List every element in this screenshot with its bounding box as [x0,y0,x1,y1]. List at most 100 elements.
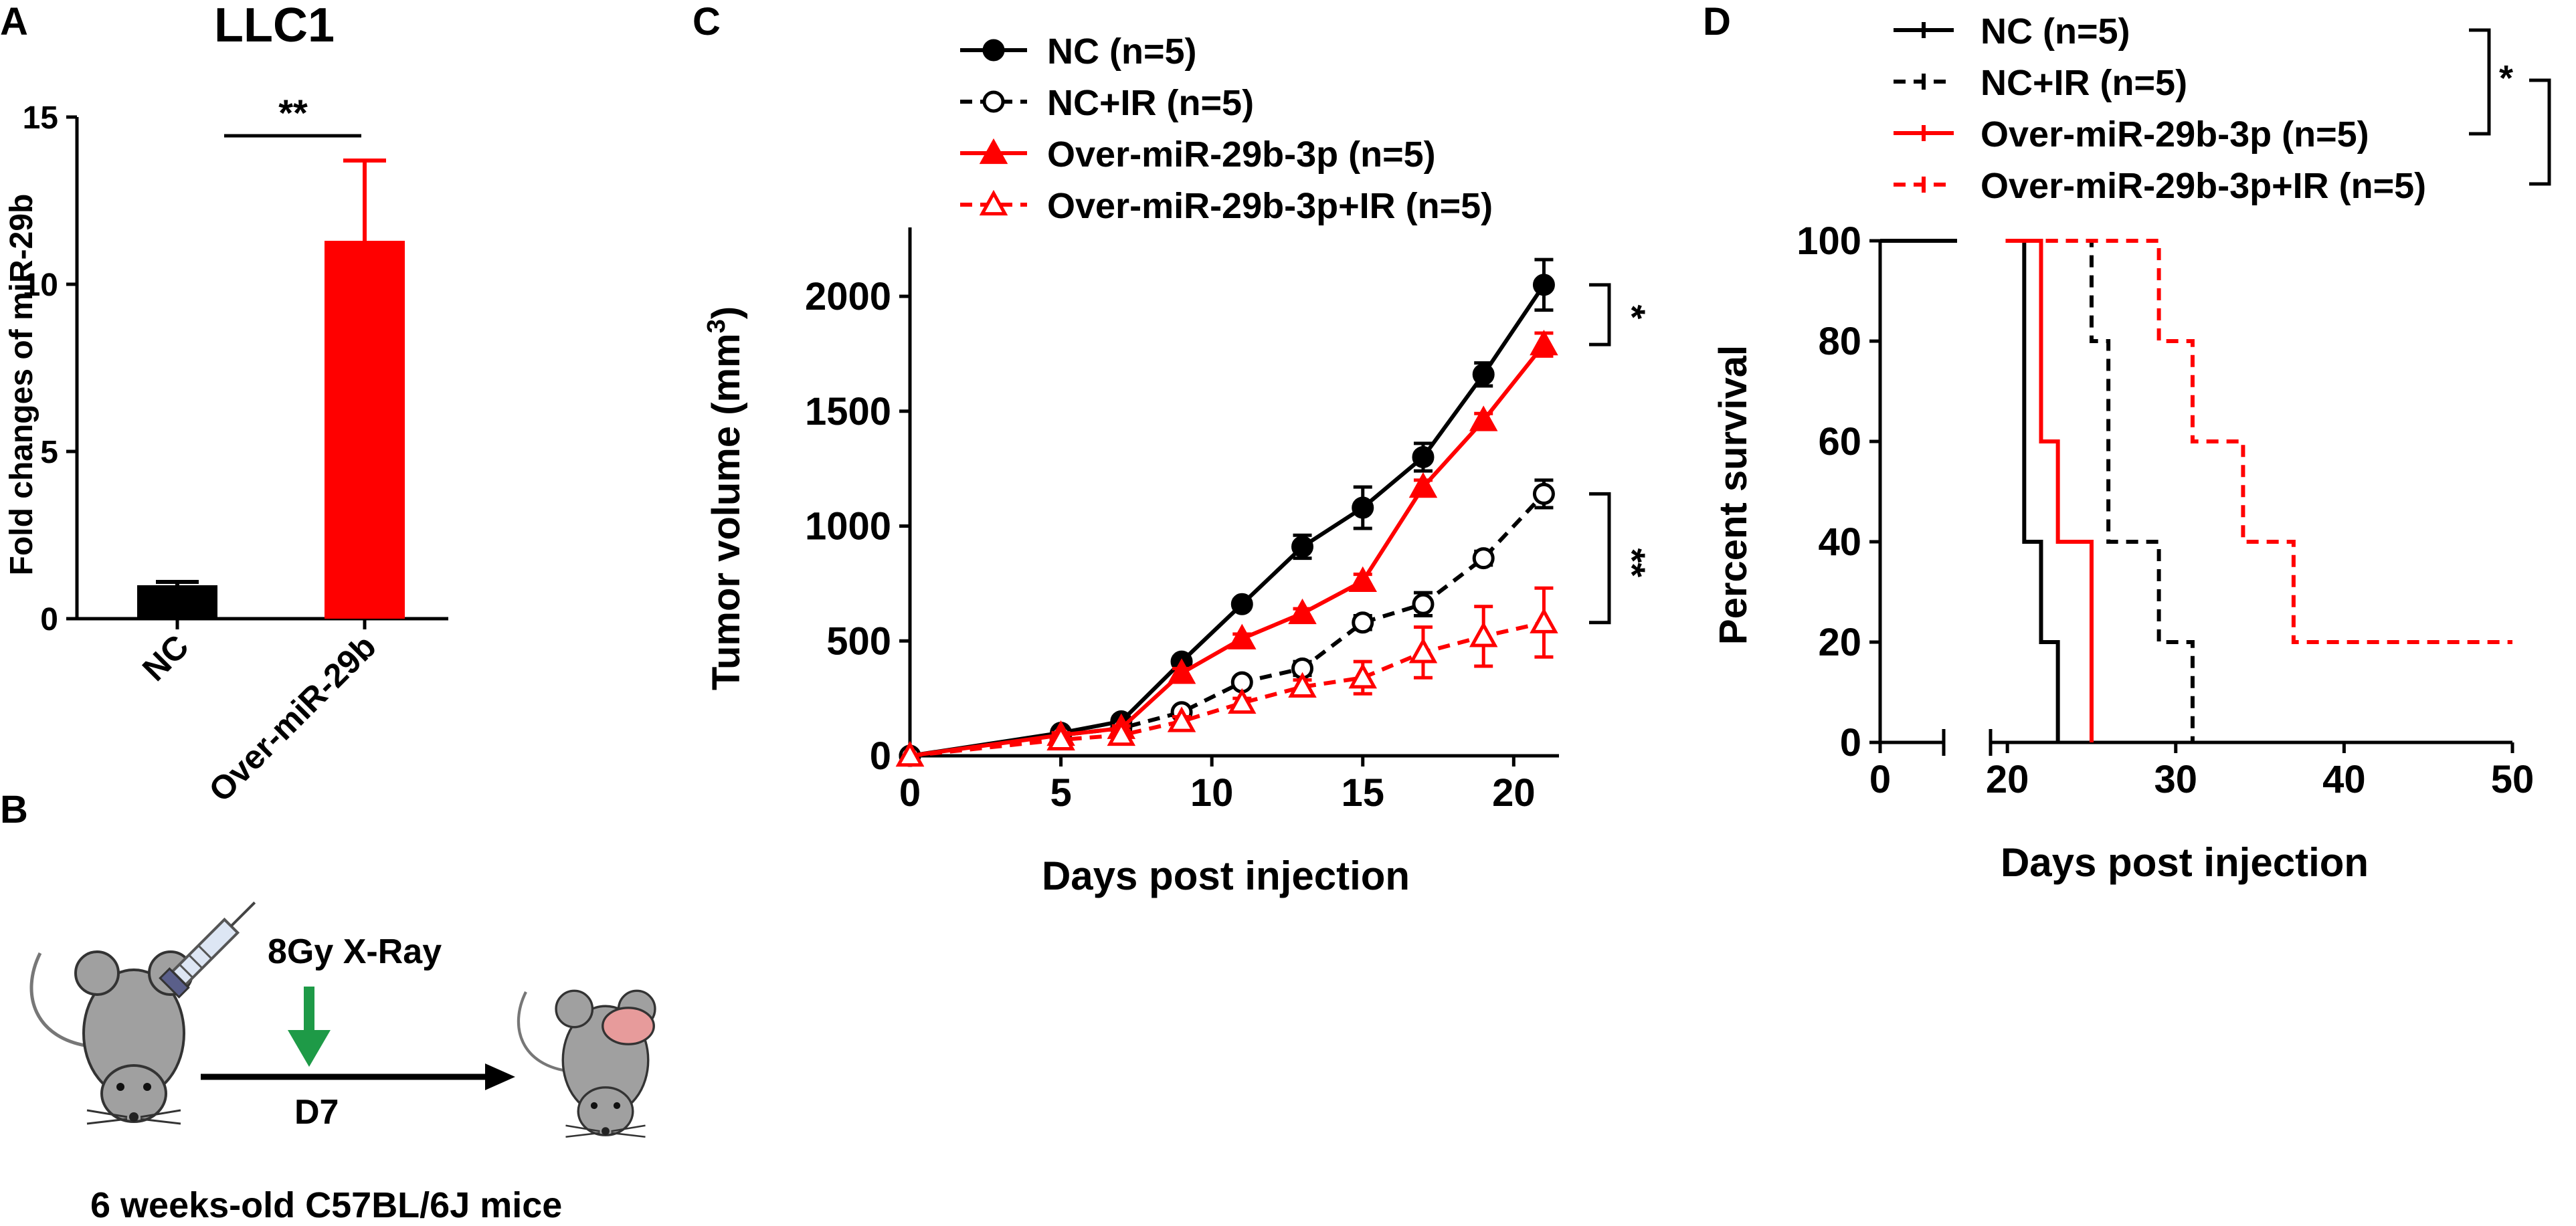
panel-c-legend-marker [979,189,1008,216]
panel-c-series-line [909,343,1546,758]
panel-d-significance-bracket [2469,28,2491,136]
panel-c-series-line [909,284,1546,758]
panel-c-legend-marker [979,138,1008,165]
panel-letter-a: A [0,0,28,43]
panel-c-data-point [1352,611,1374,634]
mouse-with-tumor-icon [517,989,656,1138]
mouse-icon [29,950,193,1125]
panel-c-x-tick-label: 10 [1190,771,1234,815]
panel-c-legend-marker [982,90,1005,113]
panel-c-legend-label: Over-miR-29b-3p (n=5) [1047,134,1436,175]
panel-c-data-point [895,740,925,767]
panel-letter-c: C [693,0,721,43]
panel-c-y-label-end: ) [705,306,748,319]
panel-a-y-tick-label: 15 [23,100,58,136]
panel-c-y-tick-label: 1000 [805,505,891,548]
panel-c-data-point [1472,547,1495,570]
panel-d-legend-label: NC+IR (n=5) [1981,63,2187,103]
panel-c-data-point [1352,496,1374,519]
panel-c-x-tick-label: 20 [1492,771,1536,815]
panel-d-x-tick-label: 40 [2322,758,2366,801]
panel-c-y-label-sup: 3 [703,319,731,333]
panel-c-data-point [1472,363,1495,386]
panel-c-significance-label: * [1611,305,1653,320]
panel-a-bar-chart: LLC1 Fold changes of miR-29b 0 5 10 15 NC Ove… [4,0,448,809]
panel-c-data-point [1167,658,1196,684]
panel-c-y-tick-label: 0 [870,734,891,778]
panel-c-significance-label: ** [1611,548,1653,578]
panel-d-y-tick-label: 60 [1818,420,1861,464]
panel-c-data-point [1408,472,1438,498]
panel-c-y-tick-label: 500 [826,619,891,663]
panel-c-line-chart: Tumor volume (mm3) Days post injection 0… [703,31,1653,898]
panel-c-y-label: Tumor volume (mm3) [703,306,748,690]
panel-d-y-tick-label: 20 [1818,621,1861,664]
panel-d-survival-curve [2005,239,2094,742]
panel-d-legend-label: Over-miR-29b-3p+IR (n=5) [1981,166,2426,206]
panel-c-data-point [1530,330,1558,356]
panel-c-data-point [1288,672,1317,698]
panel-b-schematic: 8Gy X-Ray D7 6 weeks-old C57BL/6J mice [29,901,656,1225]
panel-d-y-label: Percent survival [1712,345,1755,645]
panel-d-y-tick-label: 40 [1818,520,1861,564]
panel-d-survival-curve [2005,239,2195,742]
panel-d-survival-curve [2005,239,2060,742]
panel-a-y-label: Fold changes of miR-29b [4,194,39,576]
panel-c-significance-bracket [1589,492,1611,625]
panel-c-legend-label: Over-miR-29b-3p+IR (n=5) [1047,186,1493,226]
panel-d-significance-label: * [2499,58,2513,98]
panel-c-data-point [1530,607,1558,633]
panel-c-legend-label: NC+IR (n=5) [1047,83,1254,123]
panel-c-y-label-main: Tumor volume (mm [705,333,748,690]
panel-d-x-tick-label: 50 [2491,758,2535,801]
panel-c-y-tick-label: 2000 [805,275,891,318]
panel-c-x-tick-label: 5 [1050,771,1071,815]
timeline-arrow [201,1063,515,1090]
panel-a-x-tick-label: Over-miR-29b [201,627,383,809]
panel-d-x-tick-label: 30 [2154,758,2198,801]
panel-a-bar [325,241,405,619]
panel-a-x-tick-label: NC [135,627,196,688]
panel-d-significance-label: ** [2558,123,2576,151]
panel-d-y-tick-label: 100 [1797,219,1861,263]
panel-c-data-point [1291,535,1314,558]
mice-caption: 6 weeks-old C57BL/6J mice [90,1185,562,1225]
panel-a-significance-label: ** [278,92,308,134]
panel-letter-d: D [1703,0,1731,43]
day-label: D7 [294,1093,339,1132]
panel-c-data-point [1348,663,1377,689]
panel-c-significance-bracket [1589,283,1611,346]
panel-c-data-point [1532,274,1555,296]
panel-c-x-label: Days post injection [1042,853,1410,898]
panel-a-title: LLC1 [214,0,335,52]
panel-c-x-tick-label: 0 [899,771,921,815]
panel-c-series-line [909,620,1545,758]
panel-c-data-point [1532,482,1555,505]
panel-c-data-point [1288,598,1317,625]
panel-c-data-point [1230,593,1253,615]
panel-d-legend-label: NC (n=5) [1981,11,2130,52]
panel-c-data-point [1228,623,1257,649]
panel-c-x-tick-label: 15 [1341,771,1384,815]
panel-c-data-point [1228,688,1257,714]
panel-a-bar [137,585,217,619]
panel-a-y-tick-label: 5 [40,435,58,470]
panel-letter-b: B [0,788,28,831]
panel-d-survival-chart: Percent survival Days post injection 0 20… [1712,11,2576,885]
panel-c-data-point [1412,593,1435,615]
green-down-arrow-icon [288,987,331,1067]
panel-c-data-point [1469,621,1498,647]
panel-c-data-point [1348,566,1377,593]
panel-c-legend-label: NC (n=5) [1047,31,1197,72]
panel-d-significance-bracket [2529,78,2551,186]
panel-d-y-tick-label: 80 [1818,320,1861,363]
panel-c-data-point [1412,445,1435,468]
panel-c-data-point [1469,405,1498,431]
dose-label: 8Gy X-Ray [268,932,442,971]
panel-a-y-tick-label: 0 [40,602,58,637]
panel-d-survival-curve [2005,239,2512,644]
panel-c-y-tick-label: 1500 [805,390,891,433]
panel-c-data-point [1107,720,1136,746]
panel-a-y-tick-label: 10 [23,268,58,303]
